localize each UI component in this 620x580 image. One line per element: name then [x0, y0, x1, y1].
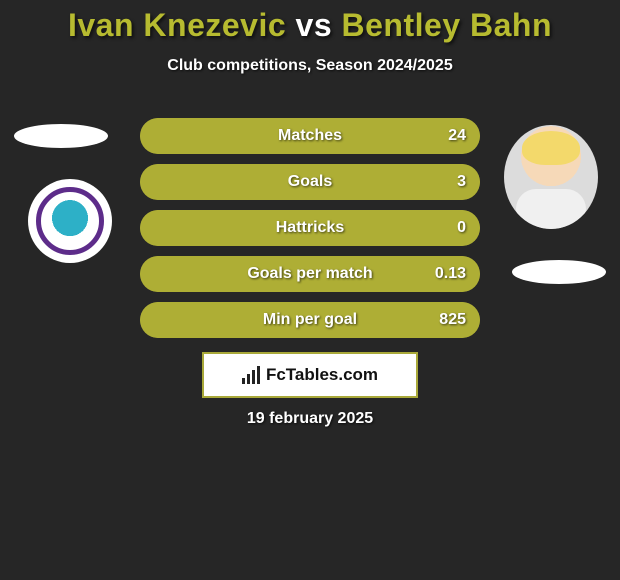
bar-chart-icon: [242, 366, 260, 384]
stat-label: Matches: [140, 118, 480, 154]
player1-club-crest: [28, 179, 112, 263]
stat-value: 825: [439, 302, 466, 338]
crest-icon: [36, 187, 104, 255]
branding-box[interactable]: FcTables.com: [202, 352, 418, 398]
stat-row: Hattricks0: [140, 210, 480, 246]
player2-base-ellipse: [512, 260, 606, 284]
player1-base-ellipse: [14, 124, 108, 148]
stat-row: Min per goal825: [140, 302, 480, 338]
branding-text: FcTables.com: [266, 365, 378, 385]
stat-value: 0: [457, 210, 466, 246]
stat-value: 0.13: [435, 256, 466, 292]
vs-separator: vs: [296, 7, 333, 43]
stat-label: Min per goal: [140, 302, 480, 338]
stat-label: Goals: [140, 164, 480, 200]
stat-value: 24: [448, 118, 466, 154]
player2-name: Bentley Bahn: [342, 7, 552, 43]
date-text: 19 february 2025: [0, 410, 620, 428]
stat-row: Goals per match0.13: [140, 256, 480, 292]
stat-row: Goals3: [140, 164, 480, 200]
stats-list: Matches24 Goals3 Hattricks0 Goals per match…: [140, 118, 480, 348]
stat-label: Hattricks: [140, 210, 480, 246]
page-title: Ivan Knezevic vs Bentley Bahn: [0, 8, 620, 43]
subtitle: Club competitions, Season 2024/2025: [0, 57, 620, 75]
stat-label: Goals per match: [140, 256, 480, 292]
player2-photo: [504, 125, 598, 229]
stat-row: Matches24: [140, 118, 480, 154]
player1-name: Ivan Knezevic: [68, 7, 286, 43]
stat-value: 3: [457, 164, 466, 200]
comparison-card: Ivan Knezevic vs Bentley Bahn Club compe…: [0, 0, 620, 580]
